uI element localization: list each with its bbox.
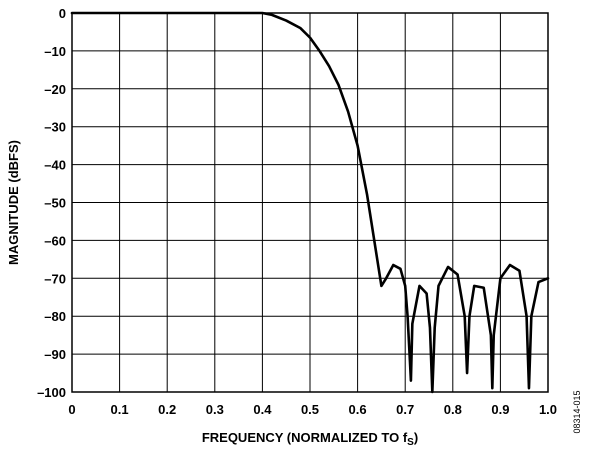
x-axis-label-subscript: S [407, 437, 414, 448]
x-tick-label: 0.7 [396, 402, 414, 417]
y-tick-label: –100 [37, 385, 66, 400]
x-tick-label: 0.8 [444, 402, 462, 417]
x-axis-label-close: ) [414, 430, 418, 445]
x-tick-label: 0 [68, 402, 75, 417]
y-tick-label: –30 [44, 120, 66, 135]
x-tick-label: 0.2 [158, 402, 176, 417]
y-tick-label: –70 [44, 271, 66, 286]
y-axis-label: MAGNITUDE (dBFS) [6, 140, 21, 265]
x-tick-label: 0.9 [491, 402, 509, 417]
y-tick-labels: 0 –10 –20 –30 –40 –50 –60 –70 –80 –90 –100 [37, 6, 66, 400]
y-tick-label: –80 [44, 309, 66, 324]
x-axis-label: FREQUENCY (NORMALIZED TO fS) [202, 430, 418, 448]
y-tick-label: –50 [44, 196, 66, 211]
x-axis-label-main: FREQUENCY (NORMALIZED TO f [202, 430, 408, 445]
x-tick-label: 0.3 [206, 402, 224, 417]
x-tick-labels: 0 0.1 0.2 0.3 0.4 0.5 0.6 0.7 0.8 0.9 1.0 [68, 402, 557, 417]
y-tick-label: –60 [44, 233, 66, 248]
y-tick-label: –20 [44, 82, 66, 97]
x-tick-label: 0.1 [111, 402, 129, 417]
y-tick-label: 0 [59, 6, 66, 21]
x-tick-label: 0.5 [301, 402, 319, 417]
plot-frame [71, 12, 549, 393]
x-tick-label: 0.4 [253, 402, 272, 417]
x-tick-label: 1.0 [539, 402, 557, 417]
y-tick-label: –40 [44, 158, 66, 173]
y-tick-label: –10 [44, 44, 66, 59]
y-tick-label: –90 [44, 347, 66, 362]
x-tick-label: 0.6 [349, 402, 367, 417]
series-line-magnitude [70, 11, 550, 394]
grid-lines [72, 13, 548, 392]
figure-code: 08314-015 [572, 390, 582, 433]
